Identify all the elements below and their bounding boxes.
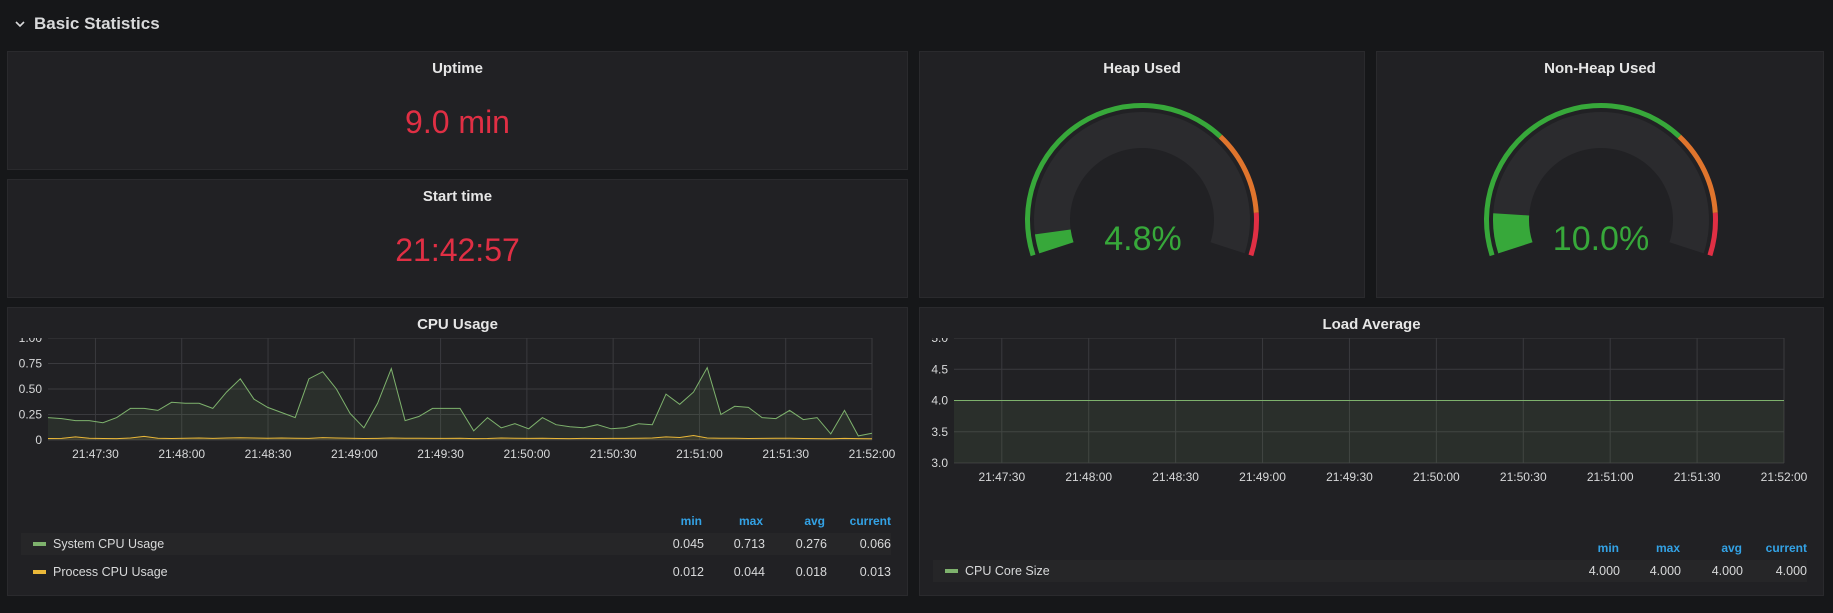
legend-min: 4.000 <box>1588 564 1620 578</box>
series-area <box>48 367 872 440</box>
gauge-threshold-red <box>1248 212 1259 257</box>
non-heap-value: 10.0% <box>1553 220 1649 258</box>
legend-header-min[interactable]: min <box>1597 541 1619 555</box>
legend-avg: 4.000 <box>1711 564 1743 578</box>
y-tick-label: 3.0 <box>931 456 948 470</box>
legend-header-current[interactable]: current <box>849 514 891 528</box>
legend-item-process-cpu[interactable]: Process CPU Usage 0.012 0.044 0.018 0.01… <box>21 561 891 583</box>
legend-header: min max avg current <box>1525 541 1807 555</box>
y-tick-label: 3.5 <box>931 425 948 439</box>
x-tick-label: 21:49:00 <box>1239 470 1286 484</box>
y-tick-label: 0.50 <box>19 382 43 396</box>
cpu-usage-chart: 0 0.25 0.50 0.75 1.00 21:47:30 21:48:00 21:48:3… <box>19 338 896 461</box>
x-tick-label: 21:48:00 <box>158 447 205 461</box>
legend-min: 0.012 <box>672 565 704 579</box>
y-tick-label: 5.0 <box>931 338 948 345</box>
row-title: Basic Statistics <box>34 14 160 33</box>
x-tick-label: 21:51:30 <box>762 447 809 461</box>
legend-avg: 0.018 <box>795 565 827 579</box>
non-heap-gauge: 10.0% <box>1484 102 1718 258</box>
legend-header-avg[interactable]: avg <box>804 514 825 528</box>
panel-title[interactable]: Non-Heap Used <box>1544 60 1656 77</box>
legend-avg: 0.276 <box>795 537 827 551</box>
panel-title[interactable]: Heap Used <box>1103 60 1181 77</box>
heap-used-panel: Heap Used 4.8% <box>919 51 1365 298</box>
legend-max: 4.000 <box>1649 564 1681 578</box>
series-line <box>47 366 873 437</box>
series-swatch <box>945 569 958 573</box>
row-header-basic-statistics[interactable]: Basic Statistics <box>14 14 160 34</box>
heap-value: 4.8% <box>1104 220 1182 258</box>
legend-item-system-cpu[interactable]: System CPU Usage 0.045 0.713 0.276 0.066 <box>21 533 891 555</box>
start-time-panel: Start time 21:42:57 <box>7 179 908 298</box>
y-tick-label: 0.75 <box>19 357 43 371</box>
x-tick-label: 21:47:30 <box>978 470 1025 484</box>
x-tick-label: 21:50:30 <box>1500 470 1547 484</box>
x-tick-label: 21:50:30 <box>590 447 637 461</box>
gauge-fill <box>1034 229 1074 254</box>
uptime-value: 9.0 min <box>405 104 510 140</box>
gauge-fill <box>1493 213 1533 254</box>
x-tick-label: 21:47:30 <box>72 447 119 461</box>
legend-series-name[interactable]: System CPU Usage <box>53 537 165 551</box>
gauge-threshold-orange <box>1677 134 1718 213</box>
y-tick-label: 4.0 <box>931 394 948 408</box>
x-tick-label: 21:52:00 <box>1761 470 1808 484</box>
panel-title[interactable]: Load Average <box>1322 316 1421 333</box>
legend-min: 0.045 <box>672 537 704 551</box>
legend-current: 0.066 <box>859 537 891 551</box>
series-swatch <box>33 542 46 546</box>
load-average-chart: 3.0 3.5 4.0 4.5 5.0 21:47:30 21:48:00 21:48:30 2… <box>931 338 1808 484</box>
x-tick-label: 21:50:00 <box>1413 470 1460 484</box>
chevron-down-icon <box>15 21 25 28</box>
gauge-track <box>1493 112 1709 254</box>
legend-item-cpu-core-size[interactable]: CPU Core Size 4.000 4.000 4.000 4.000 <box>933 560 1807 582</box>
legend-max: 0.713 <box>733 537 765 551</box>
legend-header-avg[interactable]: avg <box>1721 541 1742 555</box>
load-average-panel: Load Average 3.0 3.5 4.0 4.5 5.0 21:47:30 21:4… <box>919 307 1824 596</box>
legend-header-min[interactable]: min <box>680 514 702 528</box>
y-tick-label: 4.5 <box>931 362 948 376</box>
panel-title[interactable]: CPU Usage <box>417 316 498 333</box>
heap-gauge: 4.8% <box>1025 103 1259 258</box>
cpu-usage-panel: CPU Usage 0 0.25 0.50 0.75 1.00 21:47:30 21:48… <box>7 307 908 596</box>
legend-current: 4.000 <box>1775 564 1807 578</box>
legend-header-max[interactable]: max <box>738 514 763 528</box>
x-tick-label: 21:51:00 <box>1587 470 1634 484</box>
x-tick-label: 21:48:00 <box>1065 470 1112 484</box>
legend-max: 0.044 <box>733 565 765 579</box>
legend-header-max[interactable]: max <box>1655 541 1680 555</box>
y-tick-label: 1.00 <box>19 338 43 345</box>
x-tick-label: 21:48:30 <box>1152 470 1199 484</box>
x-tick-label: 21:49:00 <box>331 447 378 461</box>
start-time-value: 21:42:57 <box>395 232 520 268</box>
x-tick-label: 21:48:30 <box>245 447 292 461</box>
x-tick-label: 21:49:30 <box>417 447 464 461</box>
legend-header: min max avg current <box>608 514 891 528</box>
legend-header-current[interactable]: current <box>1765 541 1807 555</box>
series-area <box>954 400 1784 463</box>
y-tick-label: 0.25 <box>19 408 43 422</box>
series-area <box>48 435 872 440</box>
x-tick-label: 21:50:00 <box>504 447 551 461</box>
legend-series-name[interactable]: Process CPU Usage <box>53 565 168 579</box>
y-tick-label: 0 <box>35 433 42 447</box>
legend-series-name[interactable]: CPU Core Size <box>965 564 1050 578</box>
x-tick-label: 21:51:30 <box>1674 470 1721 484</box>
series-swatch <box>33 570 46 574</box>
legend-current: 0.013 <box>859 565 891 579</box>
gauge-threshold-red <box>1707 212 1718 257</box>
gauge-threshold-orange <box>1218 134 1259 213</box>
gauge-track <box>1034 111 1250 254</box>
panel-title[interactable]: Start time <box>422 188 493 205</box>
series-line <box>47 434 873 440</box>
x-tick-label: 21:51:00 <box>676 447 723 461</box>
panel-title[interactable]: Uptime <box>432 60 483 77</box>
non-heap-used-panel: Non-Heap Used 10.0% <box>1376 51 1824 298</box>
uptime-panel: Uptime 9.0 min <box>7 51 908 170</box>
x-tick-label: 21:52:00 <box>849 447 896 461</box>
x-tick-label: 21:49:30 <box>1326 470 1373 484</box>
